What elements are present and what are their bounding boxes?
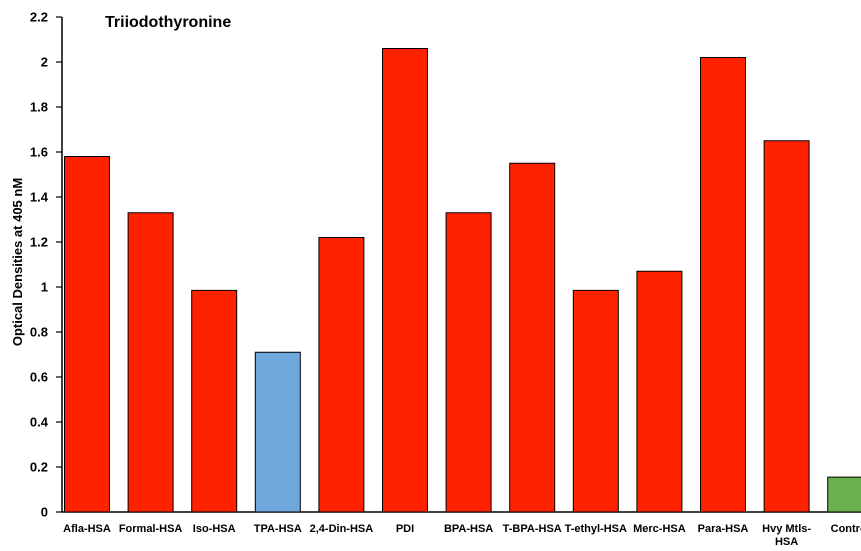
y-tick-label: 1.4	[30, 190, 49, 205]
bar-t-ethyl-hsa	[573, 290, 618, 512]
x-tick-label-line: TPA-HSA	[254, 523, 302, 535]
x-tick-label-line: Para-HSA	[698, 523, 749, 535]
x-tick-label-line: Control	[831, 523, 861, 535]
x-tick-label: BPA-HSA	[444, 523, 493, 535]
bar-merc-hsa	[637, 271, 682, 512]
x-tick-label: T-ethyl-HSA	[565, 523, 627, 535]
bar-bpa-hsa	[446, 213, 491, 512]
y-tick-label: 1	[41, 280, 48, 295]
y-tick-label: 0.6	[30, 370, 48, 385]
bar-para-hsa	[701, 58, 746, 513]
y-tick-label: 0	[41, 505, 48, 520]
y-axis-label: Optical Densities at 405 nM	[10, 178, 25, 346]
x-tick-label-line: 2,4-Din-HSA	[310, 523, 374, 535]
x-tick-label: TPA-HSA	[254, 523, 302, 535]
x-tick-label: Merc-HSA	[633, 523, 686, 535]
x-tick-labels: Afla-HSA Formal-HSA Iso-HSA TPA-HSA 2,4-Din-…	[63, 523, 861, 546]
y-tick-label: 2.2	[30, 10, 48, 25]
bar-control	[828, 477, 861, 512]
x-tick-label: Afla-HSA	[63, 523, 111, 535]
x-tick-label: Hvy Mtls-HSA	[762, 523, 811, 546]
x-tick-label-line: PDI	[396, 523, 414, 535]
x-tick-label: Control	[831, 523, 861, 535]
chart-title: Triiodothyronine	[105, 14, 231, 31]
x-tick-label: 2,4-Din-HSA	[310, 523, 374, 535]
x-tick-label: Para-HSA	[698, 523, 749, 535]
x-tick-label: T-BPA-HSA	[503, 523, 562, 535]
x-tick-label: PDI	[396, 523, 414, 535]
x-tick-label-line: T-ethyl-HSA	[565, 523, 627, 535]
bar-formal-hsa	[128, 213, 173, 512]
y-tick-label: 1.8	[30, 100, 48, 115]
y-ticks: 0 0.2 0.4 0.6 0.8 1 1.2 1.4 1.6 1.8 2 2.2	[30, 10, 62, 520]
x-tick-label-line: Iso-HSA	[193, 523, 236, 535]
x-tick-label: Formal-HSA	[119, 523, 183, 535]
bar-afla-hsa	[65, 157, 110, 513]
x-tick-label-line: HSA	[775, 536, 798, 546]
bar-2-4-din-hsa	[319, 238, 364, 513]
x-tick-label-line: Formal-HSA	[119, 523, 183, 535]
bar-tpa-hsa	[255, 352, 300, 512]
bar-t-bpa-hsa	[510, 163, 555, 512]
bar-pdi	[383, 49, 428, 513]
bars	[65, 49, 861, 513]
x-tick-label-line: Afla-HSA	[63, 523, 111, 535]
x-tick-label: Iso-HSA	[193, 523, 236, 535]
y-tick-label: 0.8	[30, 325, 48, 340]
y-tick-label: 0.2	[30, 460, 48, 475]
y-tick-label: 0.4	[30, 415, 49, 430]
bar-hvy-mtls-hsa	[764, 141, 809, 512]
x-tick-label-line: BPA-HSA	[444, 523, 493, 535]
y-tick-label: 1.2	[30, 235, 48, 250]
y-tick-label: 2	[41, 55, 48, 70]
x-tick-label-line: T-BPA-HSA	[503, 523, 562, 535]
bar-iso-hsa	[192, 290, 237, 512]
x-tick-label-line: Hvy Mtls-	[762, 523, 811, 535]
x-tick-label-line: Merc-HSA	[633, 523, 686, 535]
y-tick-label: 1.6	[30, 145, 48, 160]
